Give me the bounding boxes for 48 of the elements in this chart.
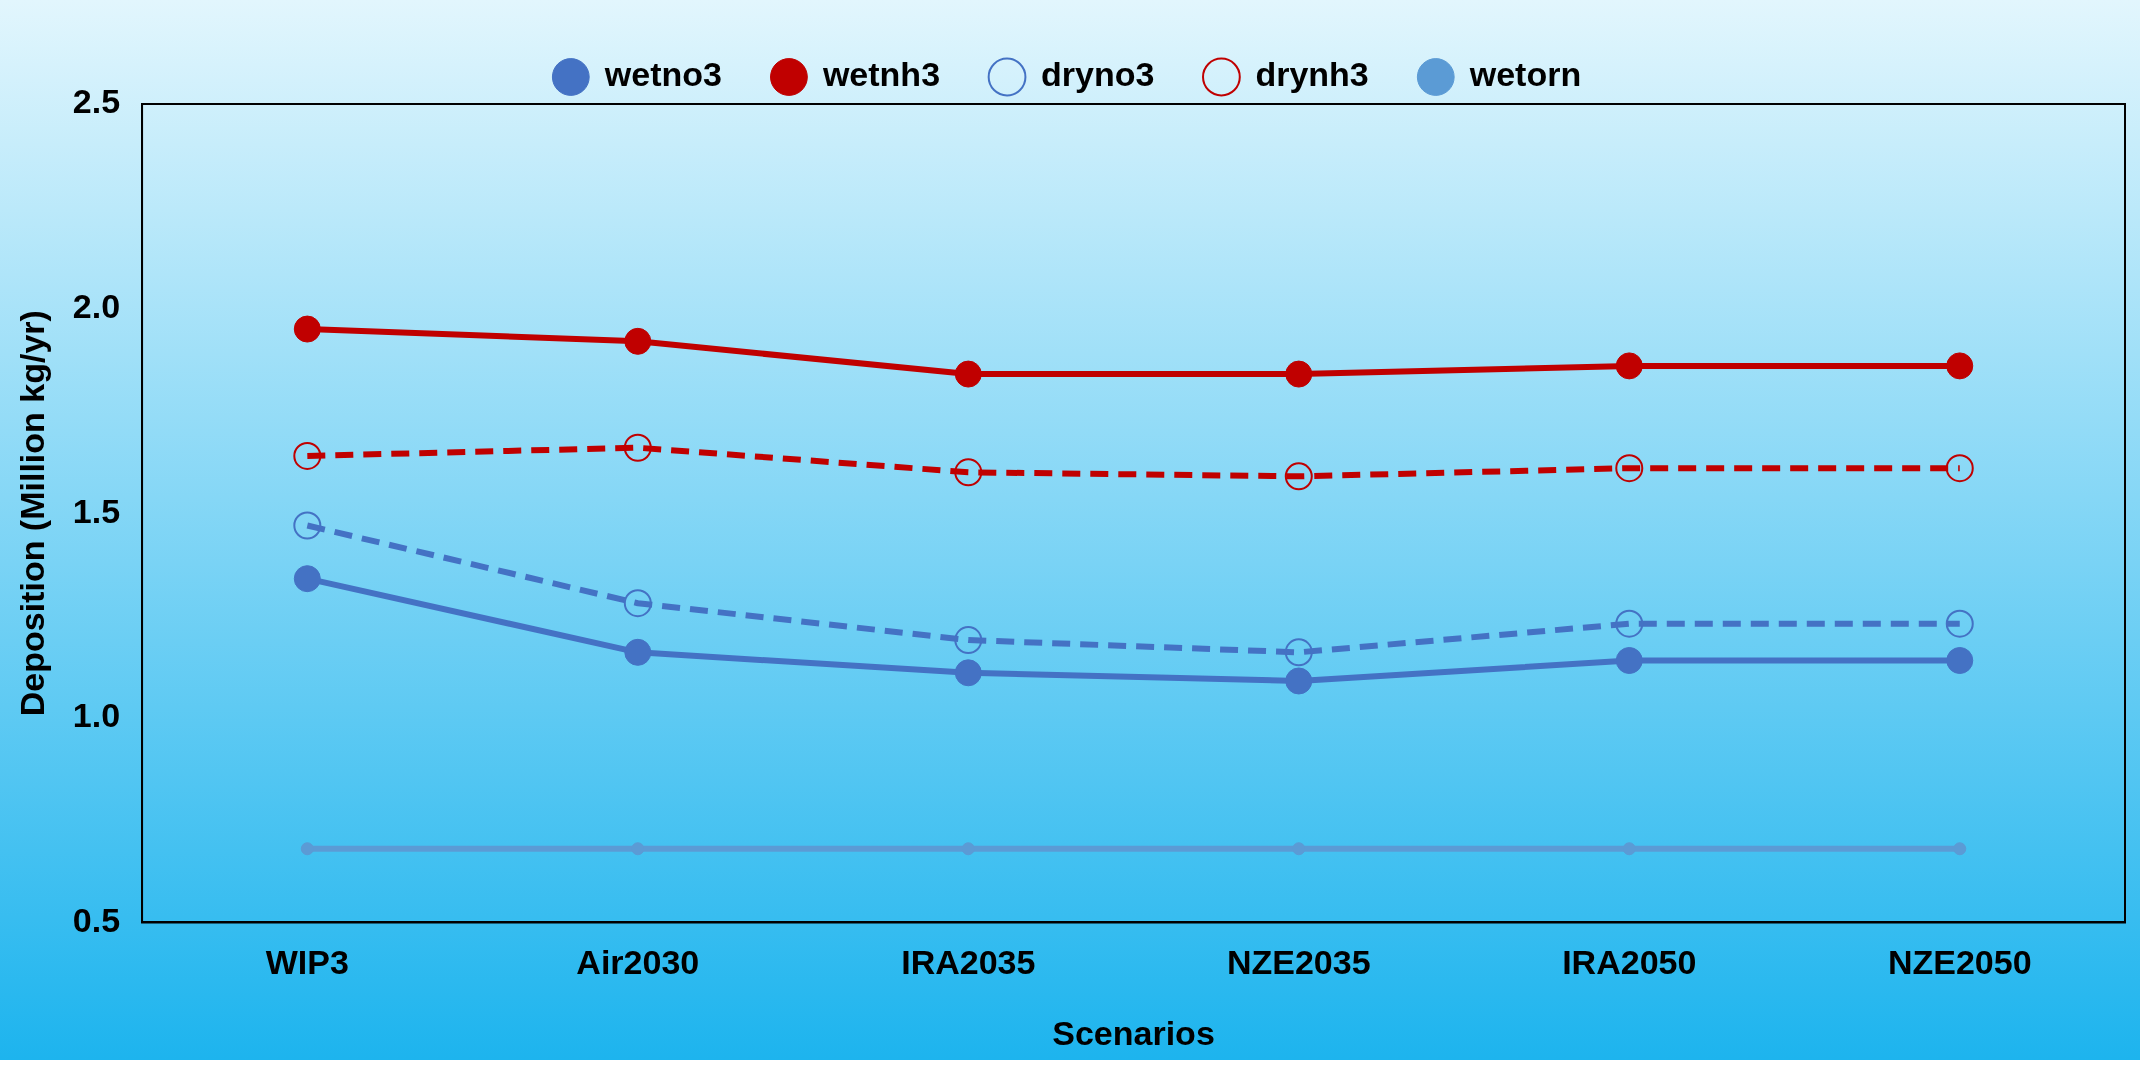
point: [1615, 647, 1643, 675]
point: [623, 433, 652, 462]
point: [624, 327, 652, 355]
point: [1285, 360, 1313, 388]
legend-label: dryno3: [1041, 55, 1155, 94]
y-tick-label: 2.5: [72, 82, 121, 121]
x-tick-label: NZE2035: [1226, 943, 1371, 982]
point: [1945, 609, 1974, 638]
point: [1953, 842, 1967, 856]
legend-label: wetno3: [603, 55, 722, 94]
y-tick-label: 2.0: [72, 286, 121, 325]
x-tick-label: IRA2050: [1562, 943, 1697, 982]
point: [954, 659, 982, 687]
point: [623, 589, 652, 618]
point: [1622, 842, 1636, 856]
legend-label: drynh3: [1255, 55, 1369, 94]
point: [1615, 609, 1644, 638]
point: [1284, 462, 1313, 491]
point: [1284, 638, 1313, 667]
point: [1946, 352, 1974, 380]
point: [954, 626, 983, 655]
point: [293, 511, 322, 540]
point: [954, 360, 982, 388]
point: [631, 842, 645, 856]
x-axis-title: Scenarios: [1052, 1013, 1215, 1052]
legend-label: wetorn: [1468, 55, 1582, 94]
point: [300, 842, 314, 856]
point: [293, 441, 322, 470]
point: [1615, 454, 1644, 483]
point: [293, 565, 321, 593]
y-axis-title: Deposition (Million kg/yr): [12, 310, 51, 717]
point: [293, 315, 321, 343]
x-tick-label: WIP3: [265, 943, 349, 982]
y-tick-label: 1.0: [72, 696, 121, 735]
point: [1285, 667, 1313, 695]
point: [1292, 842, 1306, 856]
y-tick-label: 0.5: [72, 900, 121, 939]
point: [1945, 454, 1974, 483]
legend-label: wetnh3: [821, 55, 941, 94]
x-tick-label: Air2030: [576, 943, 700, 982]
point: [624, 638, 652, 666]
point: [1946, 647, 1974, 675]
point: [954, 458, 983, 487]
point: [961, 842, 975, 856]
y-tick-label: 1.5: [72, 491, 121, 530]
x-tick-label: NZE2050: [1887, 943, 2032, 982]
x-tick-label: IRA2035: [901, 943, 1036, 982]
point: [1615, 352, 1643, 380]
